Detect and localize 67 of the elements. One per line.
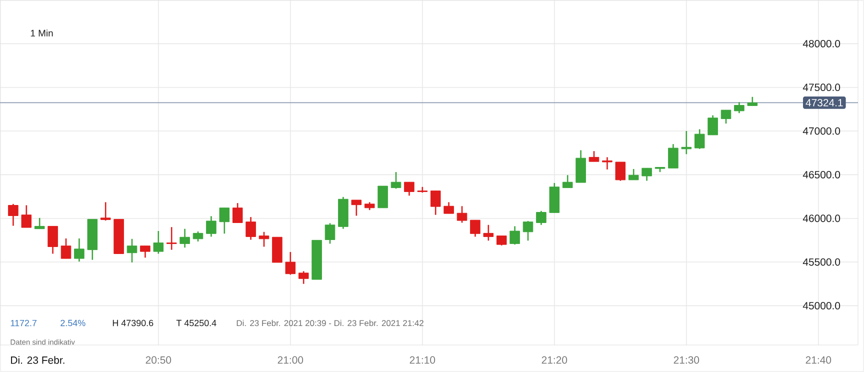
candlestick [74,238,84,262]
y-tick-label: 45500.0 [802,258,840,266]
y-tick-label: 47000.0 [802,127,840,135]
candlestick [615,161,626,182]
candlestick [232,202,243,224]
candlestick [681,130,692,155]
annotation: 1172.7 [10,320,36,326]
candlestick [510,226,520,246]
candlestick [126,238,138,264]
candlestick [708,114,718,136]
y-tick-label: 48000.0 [802,40,840,48]
candlestick [378,185,388,209]
candlestick [430,190,441,216]
candlestick [298,270,309,285]
x-tick-label: 21:20 [542,356,568,364]
candlestick [456,205,468,224]
candlestick [34,217,45,230]
y-tick-label: 45000.0 [802,302,840,310]
candlestick [404,181,414,196]
candlestick [60,238,72,260]
candlestick [285,251,296,276]
candlestick [642,167,652,182]
annotation: Di. 23 Febr. 2021 20:39 - Di. 23 Febr. 2021 21:42 [236,320,424,326]
candlestick [562,174,573,188]
candlestick [602,156,612,170]
x-tick-label: 21:40 [806,356,832,364]
x-tick-label: 20:50 [146,356,172,364]
y-tick-label: 47500.0 [802,84,840,92]
candlestick [180,228,190,248]
x-tick-label: 21:30 [674,356,700,364]
ref-line-label: 47324.1 [806,99,843,106]
candlestick [734,102,744,114]
candlestick [153,230,164,254]
candlestick [21,204,32,228]
candlestick [588,150,600,162]
candlestick [444,202,454,214]
candlestick [496,235,507,246]
candlestick [390,171,402,190]
candlestick [100,202,111,222]
candlestick [258,231,270,248]
x-tick-label: 21:00 [278,356,304,364]
candlestick [166,226,177,250]
y-tick-label: 46000.0 [802,214,840,222]
candlestick [324,222,336,244]
candlestick [48,226,58,254]
annotation: 1 Min [30,30,53,36]
candlestick [694,128,705,150]
candlestick [8,203,18,226]
annotation: T 45250.4 [176,320,216,326]
annotation: 2.54% [60,320,86,326]
candlestick [483,224,494,242]
candlestick [720,109,732,124]
candlestick [628,168,639,181]
candlestick [246,216,256,240]
candlestick [668,143,678,169]
text: Di. 23 Febr. [11,356,64,364]
candlestick [470,219,480,238]
candlestick [219,207,230,234]
x-tick-label: 21:10 [410,356,436,364]
candlestick [522,220,534,242]
y-tick-label: 46500.0 [802,170,840,178]
candlestick [536,210,546,226]
annotation: H 47390.6 [112,320,154,326]
candlestick [351,199,362,216]
candlestick [140,245,150,258]
candlestick [192,230,204,242]
candlestick [206,216,216,238]
